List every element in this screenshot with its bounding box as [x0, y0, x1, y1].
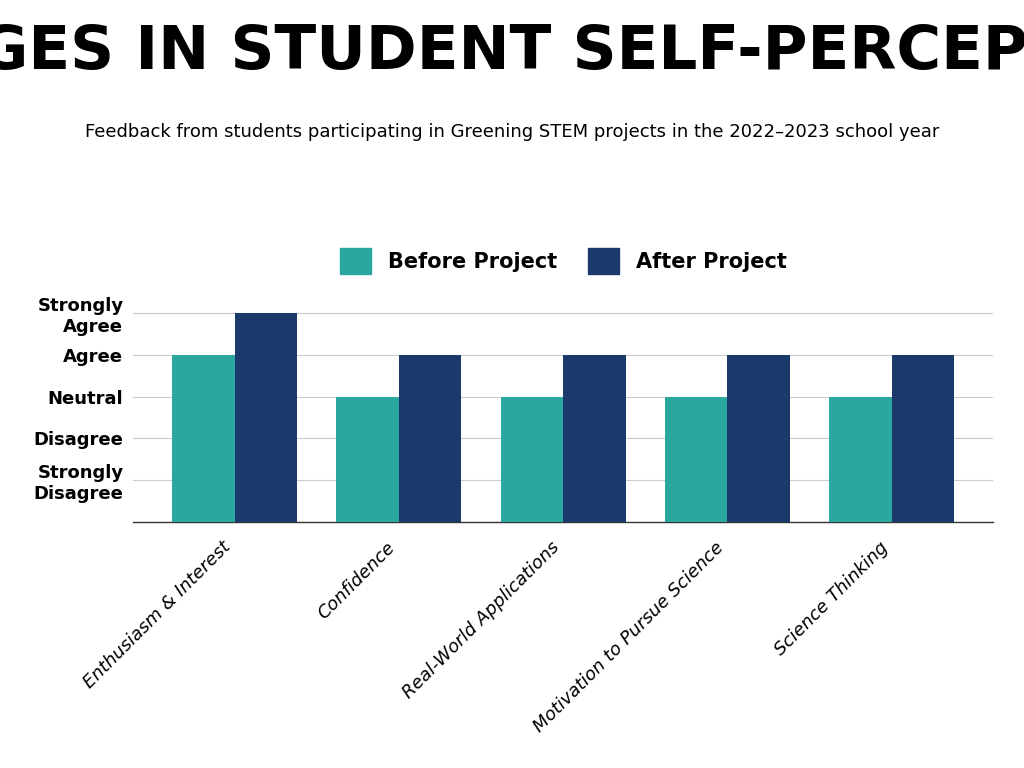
Bar — [829, 396, 892, 522]
Text: CHANGES IN STUDENT SELF-PERCEPTIONS: CHANGES IN STUDENT SELF-PERCEPTIONS — [0, 23, 1024, 82]
Bar — [892, 355, 954, 522]
Bar — [727, 355, 790, 522]
Legend: Before Project, After Project: Before Project, After Project — [329, 238, 798, 284]
Bar — [399, 355, 462, 522]
Bar — [665, 396, 727, 522]
Bar — [337, 396, 399, 522]
Text: Feedback from students participating in Greening STEM projects in the 2022–2023 : Feedback from students participating in … — [85, 123, 939, 141]
Bar — [501, 396, 563, 522]
Bar — [234, 313, 297, 522]
Bar — [563, 355, 626, 522]
Bar — [172, 355, 234, 522]
